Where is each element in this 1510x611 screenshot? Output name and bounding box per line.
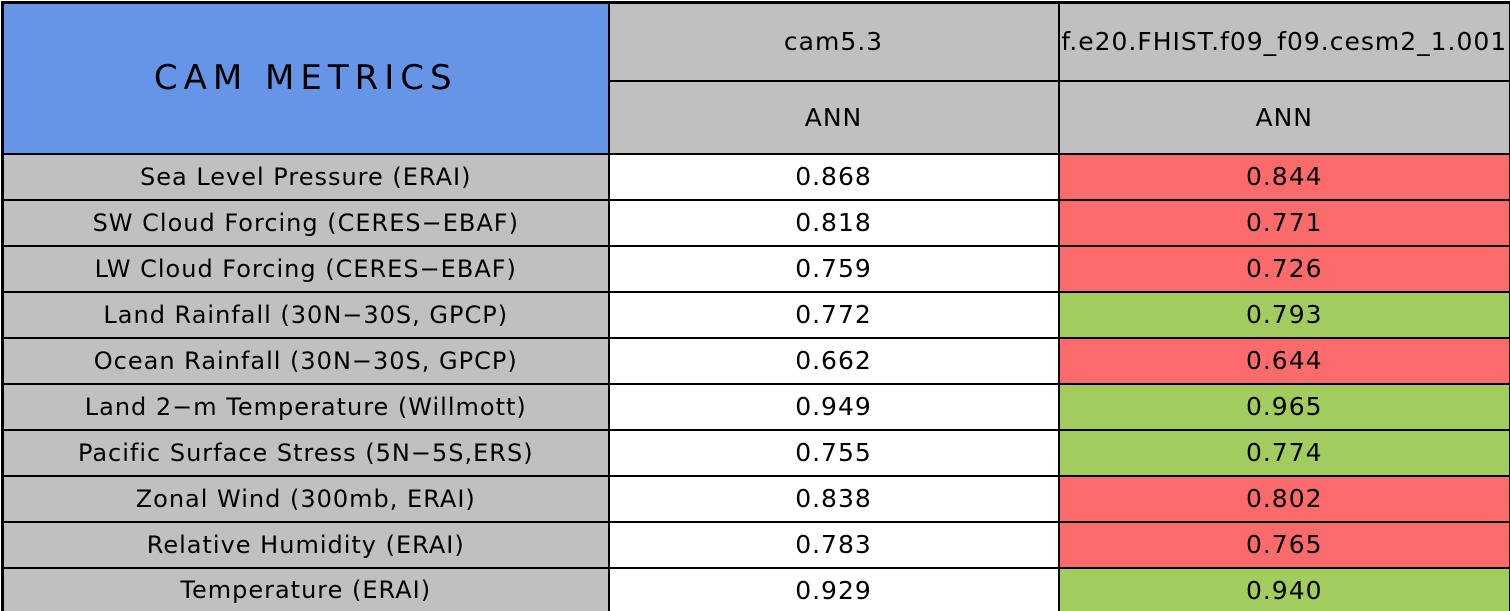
column-subheader-baseline-season: ANN — [607, 79, 1060, 155]
metric-label: Pacific Surface Stress (5N−5S,ERS) — [1, 428, 610, 477]
column-header-test-model: f.e20.FHIST.f09_f09.cesm2_1.001 — [1057, 1, 1510, 82]
table-row: Land 2−m Temperature (Willmott) 0.949 0.… — [1, 382, 1510, 431]
baseline-value: 0.929 — [607, 566, 1060, 611]
metric-label: LW Cloud Forcing (CERES−EBAF) — [1, 244, 610, 293]
table-row: Pacific Surface Stress (5N−5S,ERS) 0.755… — [1, 428, 1510, 477]
metric-label: SW Cloud Forcing (CERES−EBAF) — [1, 198, 610, 247]
test-value: 0.644 — [1057, 336, 1510, 385]
test-value: 0.965 — [1057, 382, 1510, 431]
table-row: SW Cloud Forcing (CERES−EBAF) 0.818 0.77… — [1, 198, 1510, 247]
table-row: Land Rainfall (30N−30S, GPCP) 0.772 0.79… — [1, 290, 1510, 339]
metric-label: Relative Humidity (ERAI) — [1, 520, 610, 569]
baseline-value: 0.662 — [607, 336, 1060, 385]
baseline-value: 0.759 — [607, 244, 1060, 293]
metric-label: Land Rainfall (30N−30S, GPCP) — [1, 290, 610, 339]
test-value: 0.771 — [1057, 198, 1510, 247]
baseline-value: 0.868 — [607, 152, 1060, 201]
test-value: 0.765 — [1057, 520, 1510, 569]
metric-label: Temperature (ERAI) — [1, 566, 610, 611]
baseline-value: 0.949 — [607, 382, 1060, 431]
test-value: 0.844 — [1057, 152, 1510, 201]
test-value: 0.940 — [1057, 566, 1510, 611]
header-row-seasons: ANN ANN — [3, 79, 1510, 155]
table-row: Relative Humidity (ERAI) 0.783 0.765 — [1, 520, 1510, 569]
column-header-baseline-model: cam5.3 — [607, 1, 1060, 82]
metric-label: Zonal Wind (300mb, ERAI) — [1, 474, 610, 523]
baseline-value: 0.818 — [607, 198, 1060, 247]
table-row: Sea Level Pressure (ERAI) 0.868 0.844 — [1, 152, 1510, 201]
table-title: CAM METRICS — [1, 1, 610, 155]
table-row: LW Cloud Forcing (CERES−EBAF) 0.759 0.72… — [1, 244, 1510, 293]
baseline-value: 0.783 — [607, 520, 1060, 569]
metric-label: Sea Level Pressure (ERAI) — [1, 152, 610, 201]
baseline-value: 0.755 — [607, 428, 1060, 477]
header-row-models: CAM METRICS cam5.3 f.e20.FHIST.f09_f09.c… — [1, 1, 1510, 155]
baseline-value: 0.838 — [607, 474, 1060, 523]
test-value: 0.802 — [1057, 474, 1510, 523]
table-row: Temperature (ERAI) 0.929 0.940 — [1, 566, 1510, 611]
column-subheader-test-season: ANN — [1057, 79, 1510, 155]
metric-label: Ocean Rainfall (30N−30S, GPCP) — [1, 336, 610, 385]
table-row: Ocean Rainfall (30N−30S, GPCP) 0.662 0.6… — [1, 336, 1510, 385]
test-value: 0.774 — [1057, 428, 1510, 477]
test-value: 0.726 — [1057, 244, 1510, 293]
table-row: Zonal Wind (300mb, ERAI) 0.838 0.802 — [1, 474, 1510, 523]
baseline-value: 0.772 — [607, 290, 1060, 339]
test-value: 0.793 — [1057, 290, 1510, 339]
metric-label: Land 2−m Temperature (Willmott) — [1, 382, 610, 431]
